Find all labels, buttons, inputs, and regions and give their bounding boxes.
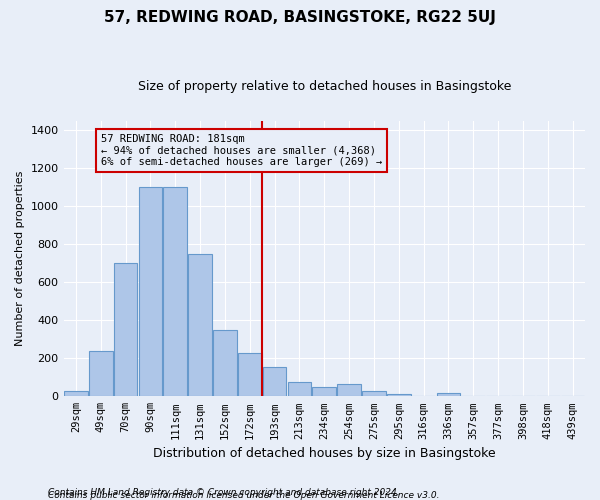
Title: Size of property relative to detached houses in Basingstoke: Size of property relative to detached ho… <box>137 80 511 93</box>
Bar <box>287 382 311 396</box>
Text: Contains HM Land Registry data © Crown copyright and database right 2024.: Contains HM Land Registry data © Crown c… <box>48 488 400 497</box>
X-axis label: Distribution of detached houses by size in Basingstoke: Distribution of detached houses by size … <box>153 447 496 460</box>
Bar <box>238 352 262 397</box>
Bar <box>213 330 237 396</box>
Bar <box>437 392 460 396</box>
Text: 57 REDWING ROAD: 181sqm
← 94% of detached houses are smaller (4,368)
6% of semi-: 57 REDWING ROAD: 181sqm ← 94% of detache… <box>101 134 382 167</box>
Text: Contains public sector information licensed under the Open Government Licence v3: Contains public sector information licen… <box>48 492 439 500</box>
Bar <box>163 187 187 396</box>
Bar <box>64 390 88 396</box>
Y-axis label: Number of detached properties: Number of detached properties <box>15 170 25 346</box>
Bar <box>139 187 162 396</box>
Bar <box>362 390 386 396</box>
Bar <box>114 263 137 396</box>
Text: 57, REDWING ROAD, BASINGSTOKE, RG22 5UJ: 57, REDWING ROAD, BASINGSTOKE, RG22 5UJ <box>104 10 496 25</box>
Bar <box>263 367 286 396</box>
Bar <box>337 384 361 396</box>
Bar <box>188 254 212 396</box>
Bar <box>313 387 336 396</box>
Bar <box>89 350 113 397</box>
Bar <box>387 394 410 396</box>
